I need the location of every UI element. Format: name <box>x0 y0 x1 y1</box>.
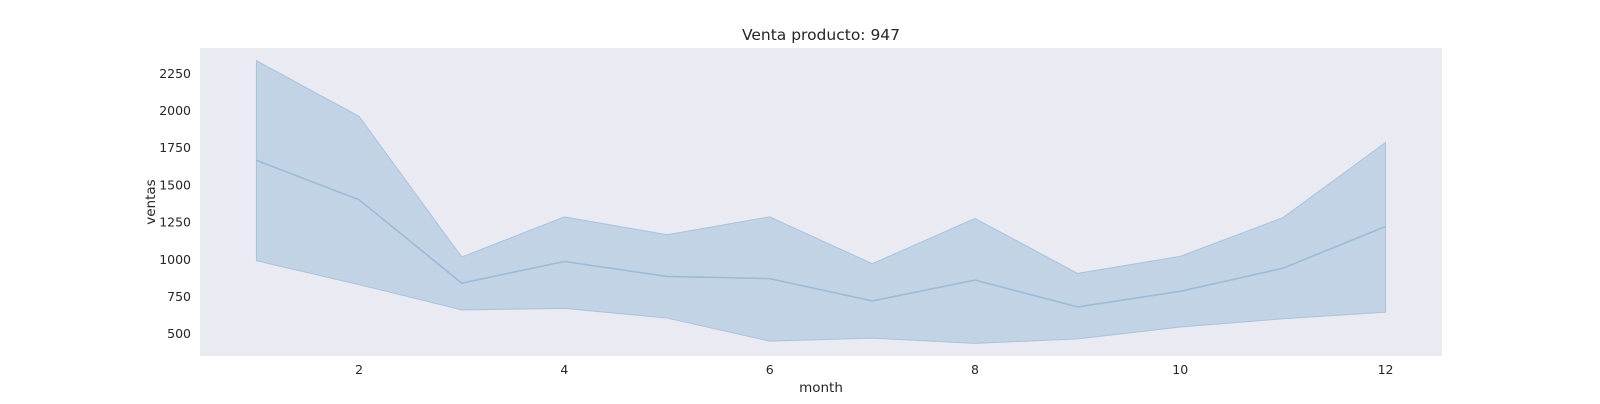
data-point <box>1178 289 1182 293</box>
data-point <box>254 158 258 162</box>
data-point <box>562 260 566 264</box>
y-tick-label: 2000 <box>159 103 191 118</box>
series-line <box>256 159 1386 308</box>
x-tick-label: 12 <box>1378 362 1394 377</box>
data-point <box>1281 266 1285 270</box>
y-tick-label: 500 <box>167 326 191 341</box>
data-point <box>357 198 361 202</box>
y-axis-label: ventas <box>143 179 159 224</box>
x-tick-label: 4 <box>560 362 568 377</box>
chart-title: Venta producto: 947 <box>742 26 900 44</box>
x-tick-label: 8 <box>971 362 979 377</box>
data-point <box>460 281 464 285</box>
data-point <box>768 277 772 281</box>
data-point <box>973 278 977 282</box>
data-point <box>870 299 874 303</box>
confidence-band <box>255 59 1387 344</box>
x-tick-label: 6 <box>766 362 774 377</box>
x-tick-label: 10 <box>1172 362 1188 377</box>
x-axis-label: month <box>799 380 843 396</box>
y-tick-label: 1000 <box>159 252 191 267</box>
data-point <box>665 274 669 278</box>
y-tick-label: 2250 <box>159 66 191 81</box>
y-tick-label: 1500 <box>159 177 191 192</box>
x-tick-label: 2 <box>355 362 363 377</box>
y-tick-label: 750 <box>167 289 191 304</box>
y-tick-label: 1250 <box>159 215 191 230</box>
data-point <box>1076 305 1080 309</box>
y-tick-label: 1750 <box>159 140 191 155</box>
data-point <box>1384 225 1388 229</box>
